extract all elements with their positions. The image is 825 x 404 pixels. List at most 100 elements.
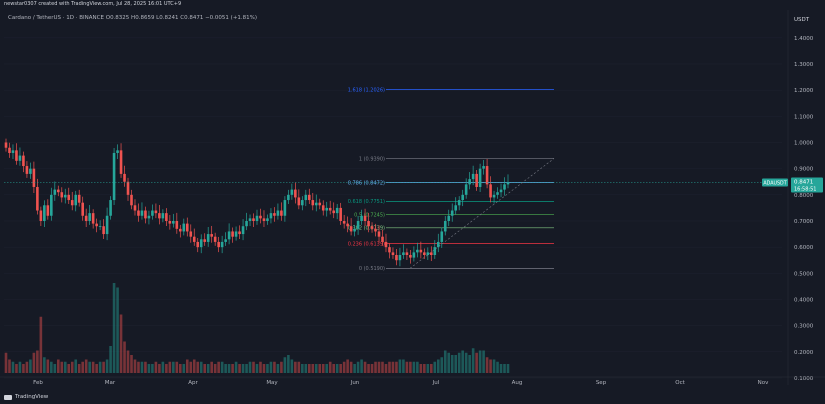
candle-body bbox=[454, 205, 458, 211]
last-price-tag bbox=[791, 177, 823, 193]
time-tick-label: May bbox=[266, 380, 278, 386]
volume-bar bbox=[11, 361, 15, 373]
candle-body bbox=[203, 239, 207, 242]
volume-bar bbox=[328, 361, 332, 373]
candle-body bbox=[297, 197, 301, 206]
volume-bar bbox=[203, 364, 207, 373]
candle-body bbox=[273, 213, 276, 216]
candlestick-series bbox=[4, 138, 510, 267]
candle-body bbox=[325, 207, 329, 211]
volume-bar bbox=[335, 364, 339, 373]
volume-bar bbox=[98, 361, 102, 373]
candle-body bbox=[39, 210, 43, 221]
candle-body bbox=[105, 215, 109, 235]
candle-body bbox=[450, 210, 454, 216]
candle-body bbox=[402, 252, 405, 255]
volume-bar bbox=[56, 359, 60, 373]
volume-bar bbox=[252, 361, 255, 373]
candle-body bbox=[245, 220, 248, 227]
volume-bar bbox=[105, 359, 109, 373]
volume-bar bbox=[496, 361, 499, 373]
candle-body bbox=[102, 226, 105, 235]
volume-bar bbox=[464, 352, 468, 373]
candle-body bbox=[32, 168, 36, 187]
volume-bar bbox=[276, 364, 280, 373]
volume-bar bbox=[123, 341, 126, 373]
symbol-tag-label: ADAUSDT bbox=[763, 181, 786, 187]
candle-body bbox=[50, 194, 53, 216]
fib-level-label: 0.5 (0.7245) bbox=[354, 212, 385, 218]
candle-body bbox=[43, 205, 46, 221]
candle-body bbox=[259, 215, 262, 219]
price-tick-label: 0.1000 bbox=[794, 376, 814, 382]
volume-bar bbox=[50, 361, 53, 373]
volume-bars bbox=[4, 283, 510, 373]
time-axis: Feb Mar Apr May Jun Jul Aug Sep Oct Nov bbox=[0, 376, 825, 386]
candle-body bbox=[151, 210, 154, 216]
candle-body bbox=[130, 194, 133, 206]
candle-body bbox=[179, 228, 182, 232]
volume-bar bbox=[248, 361, 252, 373]
candle-body bbox=[503, 184, 506, 190]
volume-bar bbox=[447, 352, 451, 373]
candle-body bbox=[339, 207, 342, 221]
footer-brand: TradingView bbox=[15, 394, 49, 400]
candle-body bbox=[4, 142, 8, 148]
volume-bar bbox=[63, 361, 67, 373]
volume-bar bbox=[269, 361, 273, 373]
candle-body bbox=[95, 223, 98, 227]
volume-bar bbox=[321, 364, 325, 373]
symbol-title[interactable]: Cardano / TetherUS · 1D · BINANCE bbox=[8, 15, 104, 21]
volume-bar bbox=[454, 355, 458, 373]
candle-body bbox=[137, 210, 140, 216]
volume-bar bbox=[95, 364, 98, 373]
candle-body bbox=[161, 213, 165, 219]
candle-body bbox=[140, 210, 144, 216]
volume-bar bbox=[210, 361, 213, 373]
volume-bar bbox=[217, 361, 220, 373]
volume-bar bbox=[88, 361, 91, 373]
volume-bar bbox=[370, 364, 374, 373]
volume-bar bbox=[339, 364, 342, 373]
fib-level-label: 1 (0.9390) bbox=[359, 156, 385, 162]
candle-body bbox=[123, 173, 126, 182]
candle-body bbox=[262, 218, 266, 221]
time-tick-label: Nov bbox=[758, 380, 769, 386]
candle-body bbox=[492, 194, 496, 198]
volume-bar bbox=[294, 361, 297, 373]
candle-body bbox=[304, 194, 308, 201]
candle-body bbox=[335, 207, 339, 214]
tradingview-footer: TradingView bbox=[4, 394, 48, 400]
candle-body bbox=[405, 252, 409, 255]
candle-body bbox=[370, 226, 374, 229]
candle-body bbox=[172, 220, 175, 224]
time-tick-label: Feb bbox=[33, 380, 43, 386]
volume-bar bbox=[213, 364, 217, 373]
volume-bar bbox=[168, 361, 172, 373]
volume-bar bbox=[314, 364, 318, 373]
candle-body bbox=[133, 205, 137, 211]
volume-bar bbox=[311, 364, 315, 373]
volume-bar bbox=[102, 361, 105, 373]
candle-body bbox=[189, 231, 193, 237]
volume-bar bbox=[43, 357, 46, 373]
price-chart[interactable]: 0 (0.5190)0.236 (0.6139)0.382 (0.6739)0.… bbox=[0, 0, 825, 394]
volume-bar bbox=[158, 364, 161, 373]
fib-level-label: 0.786 (0.8472) bbox=[348, 180, 385, 186]
fib-retracement-drawing: 0 (0.5190) 0.236 (0.6139) 0.382 (0.6739) 0.… bbox=[348, 87, 555, 272]
volume-bar bbox=[119, 314, 123, 373]
fib-level-label: 0.382 (0.6739) bbox=[348, 226, 385, 232]
price-tick-label: 0.8000 bbox=[794, 193, 814, 199]
price-tick-label: 1.0000 bbox=[794, 141, 814, 147]
volume-bar bbox=[290, 359, 294, 373]
candle-body bbox=[440, 231, 444, 242]
candle-body bbox=[231, 231, 234, 237]
candle-body bbox=[234, 231, 238, 237]
volume-bar bbox=[297, 361, 301, 373]
candle-body bbox=[388, 247, 391, 253]
candle-body bbox=[342, 220, 346, 224]
candle-body bbox=[475, 173, 478, 187]
volume-bar bbox=[381, 361, 384, 373]
candle-body bbox=[346, 223, 349, 227]
volume-bar bbox=[29, 359, 32, 373]
